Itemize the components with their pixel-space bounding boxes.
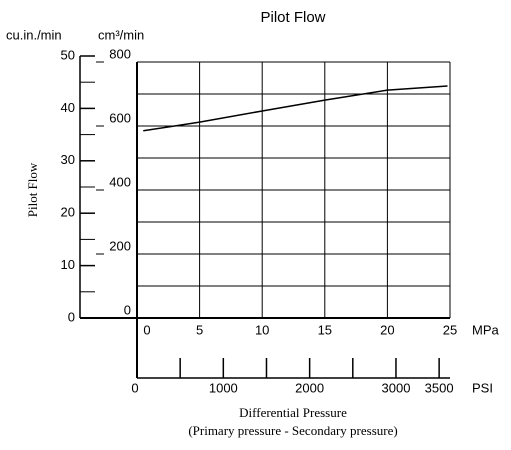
y-tick-label: 200 <box>109 238 131 253</box>
x-unit: MPa <box>472 322 500 337</box>
y2-tick-label: 20 <box>61 205 75 220</box>
y2-tick-label: 30 <box>61 152 75 167</box>
x2-tick-label: 1000 <box>209 380 238 395</box>
y-unit: cm³/min <box>98 27 144 42</box>
y2-tick-label: 40 <box>61 100 75 115</box>
chart-title: Pilot Flow <box>260 9 325 26</box>
y-tick-label: 0 <box>124 302 131 317</box>
x-tick-label: 0 <box>143 322 150 337</box>
x2-tick-label: 0 <box>131 380 138 395</box>
x2-tick-label: 2000 <box>295 380 324 395</box>
x-tick-label: 5 <box>196 322 203 337</box>
x-tick-label: 20 <box>380 322 394 337</box>
y2-tick-label: 0 <box>68 309 75 324</box>
x-axis-label: Differential Pressure <box>239 405 347 420</box>
y-tick-label: 400 <box>109 174 131 189</box>
y2-tick-label: 50 <box>61 47 75 62</box>
x2-tick-label: 3500 <box>425 380 454 395</box>
y2-unit: cu.in./min <box>6 27 62 42</box>
x-tick-label: 10 <box>255 322 269 337</box>
x2-tick-label: 3000 <box>382 380 411 395</box>
data-line <box>143 85 448 132</box>
x-axis-sublabel: (Primary pressure - Secondary pressure) <box>188 423 397 438</box>
y-tick-label: 800 <box>109 46 131 61</box>
x-tick-label: 25 <box>443 322 457 337</box>
y-tick-label: 600 <box>109 110 131 125</box>
y-axis-label: Pilot Flow <box>25 162 40 217</box>
y2-tick-label: 10 <box>61 257 75 272</box>
x-tick-label: 15 <box>318 322 332 337</box>
x2-unit: PSI <box>472 380 493 395</box>
